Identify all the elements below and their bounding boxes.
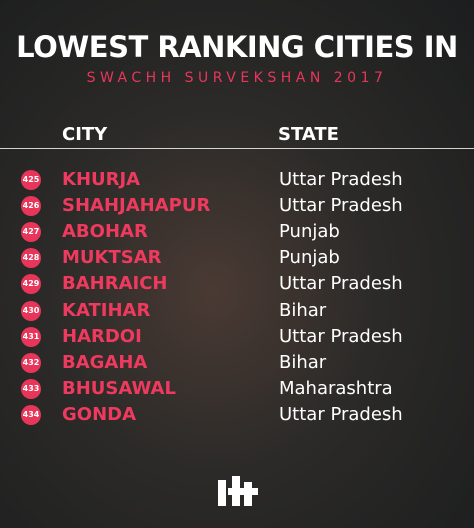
rank-badge: 428	[21, 248, 41, 269]
rank-badge: 433	[21, 378, 41, 399]
state-name: Punjab	[279, 247, 340, 269]
state-name: Uttar Pradesh	[279, 273, 403, 295]
state-name: Uttar Pradesh	[279, 403, 403, 425]
state-name: Uttar Pradesh	[279, 169, 403, 190]
city-name: ABOHAR	[62, 221, 148, 243]
city-name: KATIHAR	[62, 299, 151, 321]
rank-badge: 430	[21, 300, 41, 321]
city-name: BHUSAWAL	[62, 377, 176, 399]
rank-badge: 427	[21, 222, 41, 243]
column-header: CITY	[62, 124, 108, 145]
rank-badge: 426	[21, 196, 41, 217]
city-name: BAHRAICH	[62, 273, 168, 295]
city-name: MUKTSAR	[62, 247, 162, 269]
subtitle: SWACHH SURVEKSHAN 2017	[86, 70, 388, 86]
divider	[0, 148, 474, 149]
rank-badge: 425	[21, 170, 41, 190]
state-name: Uttar Pradesh	[279, 325, 403, 347]
city-name: GONDA	[62, 403, 137, 425]
title: LOWEST RANKING CITIES IN	[16, 30, 458, 64]
city-name: KHURJA	[62, 169, 141, 190]
rank-badge: 432	[21, 352, 41, 373]
rank-badge: 431	[21, 326, 41, 347]
city-name: SHAHJAHAPUR	[62, 195, 211, 217]
state-name: Maharashtra	[279, 377, 393, 399]
state-name: Punjab	[279, 221, 340, 243]
rank-badge: 434	[21, 404, 41, 425]
logo	[218, 476, 258, 506]
state-name: Bihar	[279, 299, 327, 321]
column-header: STATE	[278, 124, 339, 145]
rank-badge: 429	[21, 274, 41, 295]
city-name: BAGAHA	[62, 351, 148, 373]
state-name: Uttar Pradesh	[279, 195, 403, 217]
state-name: Bihar	[279, 351, 327, 373]
city-name: HARDOI	[62, 325, 142, 347]
